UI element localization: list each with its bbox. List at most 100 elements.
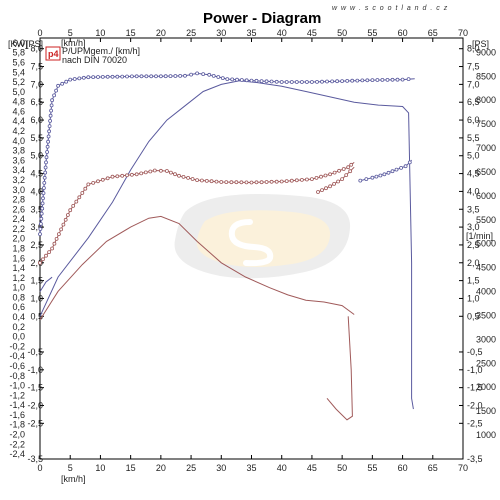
- rpm-tick-label: 9000: [476, 47, 496, 57]
- axes-layer: 0055101015152020252530303535404045455050…: [9, 28, 496, 473]
- series-point: [173, 74, 178, 78]
- kw-tick-label: -1,0: [9, 381, 25, 391]
- ps-right-tick-label: 4,0: [467, 186, 480, 196]
- series-point: [395, 77, 400, 82]
- ps-tick-label: -0,5: [27, 347, 43, 357]
- x-tick-label-bottom: 0: [37, 463, 42, 473]
- ps-right-tick-label: 5,0: [467, 151, 480, 161]
- ps-right-tick-label: -0,5: [467, 347, 483, 357]
- kw-tick-label: -0,2: [9, 341, 25, 351]
- series-point: [332, 170, 337, 175]
- series-line: [39, 215, 355, 321]
- series-point: [48, 113, 53, 118]
- series-point: [378, 173, 383, 178]
- legend-line-1: P/UPMgem./ [km/h]: [62, 46, 140, 56]
- series-point: [44, 155, 49, 160]
- kw-tick-label: 0,2: [12, 322, 25, 332]
- series-point: [47, 124, 52, 128]
- x-tick-label-bottom: 25: [186, 463, 196, 473]
- series-point: [158, 168, 163, 173]
- kw-tick-label: -1,8: [9, 420, 25, 430]
- ps-right-tick-label: 8,0: [467, 44, 480, 54]
- rpm-tick-label: 5000: [476, 239, 496, 249]
- kw-tick-label: 3,4: [12, 165, 25, 175]
- x-unit-bottom: [km/h]: [61, 474, 86, 484]
- ps-right-tick-label: 0,5: [467, 311, 480, 321]
- series-point: [360, 78, 365, 83]
- ps-right-tick-label: -3,5: [467, 454, 483, 464]
- series-point: [154, 74, 158, 79]
- series-point: [158, 74, 163, 79]
- kw-tick-label: 5,6: [12, 57, 25, 67]
- kw-tick-label: 1,4: [12, 263, 25, 273]
- series-point: [52, 241, 57, 246]
- ps-right-tick-label: 7,5: [467, 62, 480, 72]
- legend: p4 P/UPMgem./ [km/h] nach DIN 70020: [45, 46, 140, 65]
- rpm-tick-label: 3500: [476, 310, 496, 320]
- x-tick-label-top: 45: [307, 28, 317, 38]
- kw-tick-label: 4,0: [12, 136, 25, 146]
- kw-tick-label: 2,2: [12, 224, 25, 234]
- series-point: [190, 177, 195, 181]
- x-tick-label-bottom: 15: [126, 463, 136, 473]
- series-point: [340, 177, 345, 182]
- ps-right-tick-label: -2,0: [467, 400, 483, 410]
- series-point: [234, 180, 239, 185]
- series-point: [375, 78, 380, 82]
- ps-tick-label: 3,5: [30, 204, 43, 214]
- rpm-tick-label: 6000: [476, 191, 496, 201]
- ps-tick-label: 7,0: [30, 79, 43, 89]
- series-point: [96, 75, 100, 79]
- x-tick-label-top: 5: [68, 28, 73, 38]
- ps-tick-label: 0,5: [30, 311, 43, 321]
- kw-tick-label: 5,8: [12, 48, 25, 58]
- x-tick-label-bottom: 20: [156, 463, 166, 473]
- series-point: [39, 216, 44, 221]
- series-point: [225, 77, 230, 81]
- series-point: [406, 77, 411, 81]
- x-tick-label-top: 55: [367, 28, 377, 38]
- series-point: [407, 160, 412, 165]
- series-point: [239, 78, 244, 82]
- series-point: [279, 179, 284, 184]
- series-point: [81, 75, 86, 80]
- kw-tick-label: -1,6: [9, 410, 25, 420]
- rpm-tick-label: 1500: [476, 406, 496, 416]
- series-point: [348, 169, 353, 174]
- ps-right-tick-label: 6,0: [467, 115, 480, 125]
- series-point: [86, 75, 91, 80]
- series-point: [115, 174, 120, 179]
- series-point: [345, 79, 350, 83]
- series-point: [323, 173, 328, 178]
- series-point: [77, 195, 82, 200]
- x-tick-label-top: 0: [37, 28, 42, 38]
- series-point: [100, 177, 105, 182]
- series-point: [44, 160, 48, 165]
- series-point: [337, 168, 342, 173]
- x-tick-label-top: 25: [186, 28, 196, 38]
- series-point: [189, 72, 194, 77]
- ps-tick-label: -1,0: [27, 365, 43, 375]
- x-tick-label-top: 30: [216, 28, 226, 38]
- rpm-tick-label: 5500: [476, 215, 496, 225]
- kw-tick-label: -2,2: [9, 439, 25, 449]
- ps-tick-label: 2,0: [30, 258, 43, 268]
- kw-tick-label: 6,0: [12, 38, 25, 48]
- x-tick-label-top: 15: [126, 28, 136, 38]
- series-point: [41, 257, 45, 262]
- series-point: [139, 171, 144, 176]
- series-point: [229, 180, 234, 185]
- kw-tick-label: 1,6: [12, 253, 25, 263]
- series-point: [380, 78, 385, 82]
- rpm-tick-label: 1000: [476, 430, 496, 440]
- kw-tick-label: -2,4: [9, 449, 25, 459]
- rpm-tick-label: 2500: [476, 358, 496, 368]
- series-point: [120, 74, 125, 79]
- series-point: [264, 79, 269, 84]
- kw-tick-label: 5,0: [12, 87, 25, 97]
- series-point: [48, 119, 52, 123]
- x-tick-label-top: 40: [277, 28, 287, 38]
- series-point: [178, 74, 183, 78]
- series-point: [294, 80, 299, 84]
- ps-right-tick-label: -1,0: [467, 365, 483, 375]
